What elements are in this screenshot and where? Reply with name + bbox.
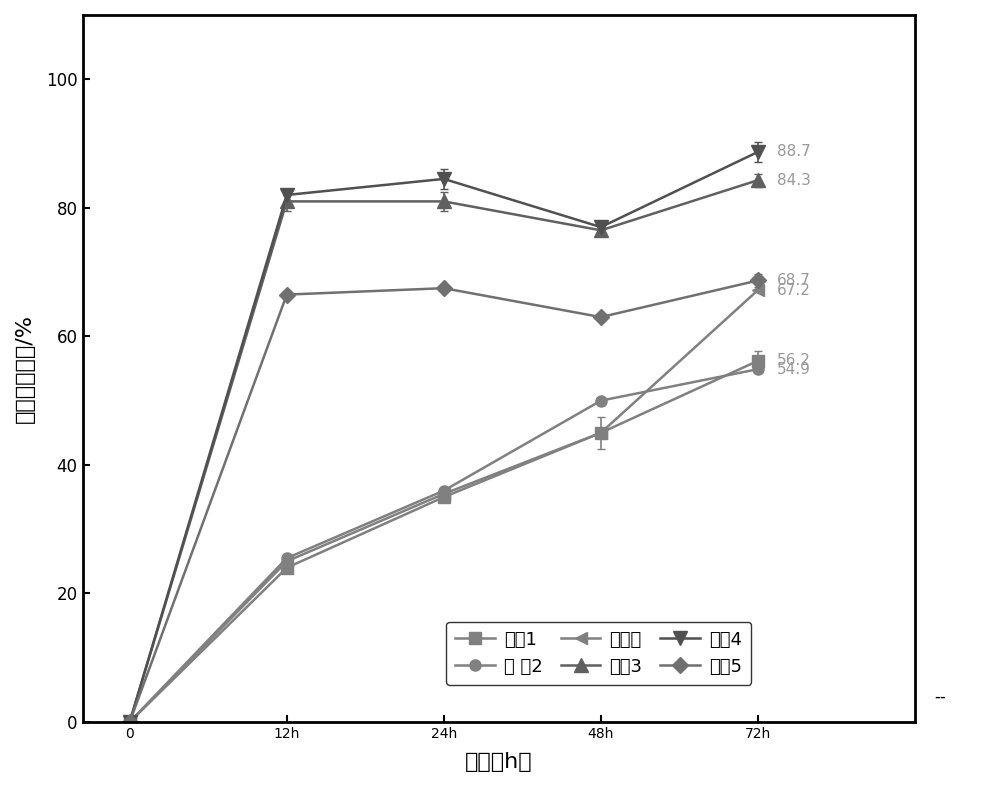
Text: 54.9: 54.9 bbox=[777, 362, 811, 377]
Legend: 配方1, 配 方2, 对照组, 配方3, 配方4, 配方5: 配方1, 配 方2, 对照组, 配方3, 配方4, 配方5 bbox=[446, 622, 751, 685]
Y-axis label: 纤维素转化率/%: 纤维素转化率/% bbox=[15, 314, 35, 423]
Text: --: -- bbox=[934, 688, 946, 705]
Text: 67.2: 67.2 bbox=[777, 283, 811, 297]
Text: 56.2: 56.2 bbox=[777, 353, 811, 368]
Text: 84.3: 84.3 bbox=[777, 172, 811, 187]
Text: 68.7: 68.7 bbox=[777, 273, 811, 288]
Text: 88.7: 88.7 bbox=[777, 144, 811, 160]
X-axis label: 时间（h）: 时间（h） bbox=[465, 752, 533, 772]
